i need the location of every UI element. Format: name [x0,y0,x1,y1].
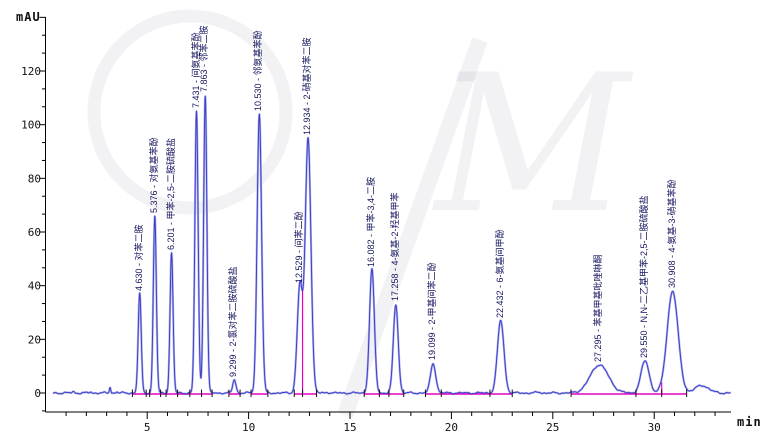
y-tick-label: 0 [34,387,41,400]
x-tick-label: 20 [445,421,458,434]
peak-label: 17.258 - 4-氨基-2-羟基甲苯 [389,192,400,302]
x-axis-unit-label: min [737,415,762,429]
y-axis-unit-label: mAU [16,10,41,24]
watermark-letter: M [432,34,634,255]
peak-label: 5.376 - 对氨基苯酚 [148,137,159,213]
peak-label: 27.295 - 苯基甲基吡唑啉酮 [593,254,604,362]
y-tick-label: 40 [28,280,41,293]
peak-label: 6.201 - 甲苯-2,5-二胺硫酸盐 [165,138,176,251]
x-tick-label: 25 [546,421,559,434]
y-tick-label: 60 [28,226,41,239]
x-tick-label: 30 [648,421,661,434]
peak-label: 22.432 - 6-氨基间甲酚 [494,229,505,318]
x-tick-label: 5 [144,421,151,434]
y-tick-label: 120 [21,65,41,78]
peak-label: 16.082 - 甲苯-3,4-二胺 [365,176,376,267]
peak-label: 12.529 - 间苯二酚 [293,211,304,283]
x-tick-label: 15 [343,421,356,434]
peak-label: 19.099 - 2-甲基间苯二酚 [427,262,438,361]
peak-label: 29.550 - N,N-二乙基甲苯-2,5-二胺硫酸盐 [639,195,650,358]
peak-label: 30.908 - 4-氨基-3-硝基苯酚 [666,179,677,289]
peak-label: 4.630 - 对苯二胺 [133,224,144,291]
peak-label: 7.863 - 邻苯二胺 [199,25,210,93]
y-tick-label: 80 [28,172,41,185]
y-tick-label: 100 [21,119,41,132]
peak-label: 12.934 - 2-硝基对苯二胺 [302,37,313,136]
peak-label: 10.530 - 邻氨基苯酚 [253,30,264,111]
peak-label: 9.299 - 2-氯对苯二胺硫酸盐 [228,266,239,377]
x-tick-label: 10 [242,421,255,434]
watermark-circle-icon [87,9,293,215]
y-tick-label: 20 [28,333,41,346]
